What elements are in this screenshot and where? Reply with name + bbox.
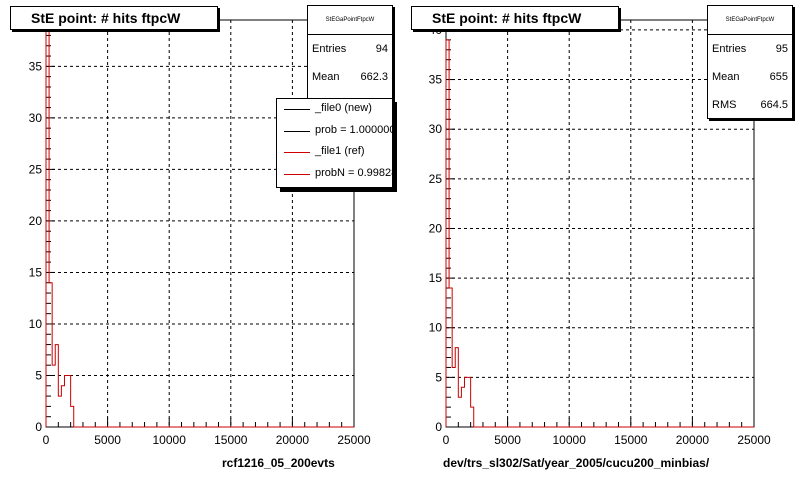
y-tick-label: 10	[429, 321, 443, 335]
x-tick-label: 10000	[553, 433, 587, 447]
y-tick-label: 25	[29, 162, 43, 176]
histogram-series-ref	[45, 24, 354, 428]
stats-row-entries: Entries 94	[312, 43, 388, 55]
stats-box-right-name: StEGaPointFtpcW	[708, 6, 792, 35]
histogram-right: 0500010000150002000025000051015202530354…	[429, 19, 771, 447]
y-tick-label: 0	[435, 420, 442, 434]
x-tick-label: 0	[43, 433, 50, 447]
x-tick-label: 25000	[737, 433, 771, 447]
y-tick-label: 30	[429, 122, 443, 136]
y-tick-label: 30	[29, 111, 43, 125]
legend-item-probn: probN = 0.998284	[277, 164, 392, 186]
y-tick-label: 25	[429, 172, 443, 186]
legend-item-file1-ref: _file1 (ref)	[277, 142, 392, 164]
legend-line-file1	[284, 152, 310, 153]
x-tick-label: 10000	[153, 433, 187, 447]
x-tick-label: 20000	[276, 433, 310, 447]
plot-title-left-text: StE point: # hits ftpcW	[31, 10, 181, 26]
stats-box-left-name: StEGaPointFtpcW	[308, 6, 392, 35]
plot-title-right: StE point: # hits ftpcW	[411, 6, 619, 30]
legend-item-file0-new: _file0 (new)	[277, 99, 392, 121]
histogram-left: 0 5000 10000 15000 20000 25000 0 5 10 15 20 25 30 35	[29, 19, 371, 447]
x-tick-label: 15000	[614, 433, 648, 447]
y-tick-label: 20	[429, 221, 443, 235]
stats-row-entries-right: Entries 95	[712, 43, 788, 55]
x-tick-label: 5000	[494, 433, 521, 447]
x-tick-label: 15000	[214, 433, 248, 447]
stats-row-rms-right: RMS 664.5	[712, 99, 788, 111]
legend-left: _file0 (new) prob = 1.000000 _file1 (ref…	[276, 98, 393, 188]
stats-row-mean-right: Mean 655	[712, 71, 788, 83]
histogram-series-ref	[445, 39, 754, 428]
y-tick-label: 35	[29, 59, 43, 73]
x-tick-label: 0	[443, 433, 450, 447]
legend-line-prob	[284, 130, 310, 132]
legend-item-prob: prob = 1.000000	[277, 121, 392, 143]
x-tick-label: 20000	[676, 433, 710, 447]
y-tick-label: 20	[29, 214, 43, 228]
plot-title-left: StE point: # hits ftpcW	[10, 6, 218, 30]
x-caption-right: dev/trs_sl302/Sat/year_2005/cucu200_minb…	[443, 456, 710, 470]
y-tick-label: 5	[35, 368, 42, 382]
y-tick-label: 35	[429, 73, 443, 87]
y-tick-label: 15	[29, 265, 43, 279]
legend-line-probn	[284, 173, 310, 175]
y-tick-label: 5	[435, 370, 442, 384]
y-tick-label: 10	[29, 317, 43, 331]
x-caption-left: rcf1216_05_200evts	[222, 456, 335, 470]
x-tick-label: 5000	[94, 433, 121, 447]
x-tick-label: 25000	[337, 433, 371, 447]
stats-row-mean: Mean 662.3	[312, 71, 388, 83]
y-tick-label: 15	[429, 271, 443, 285]
legend-line-file0	[284, 109, 310, 110]
plot-title-right-text: StE point: # hits ftpcW	[432, 10, 582, 26]
stats-box-right: StEGaPointFtpcW Entries 95 Mean 655 RMS …	[707, 5, 793, 119]
y-tick-label: 0	[35, 420, 42, 434]
